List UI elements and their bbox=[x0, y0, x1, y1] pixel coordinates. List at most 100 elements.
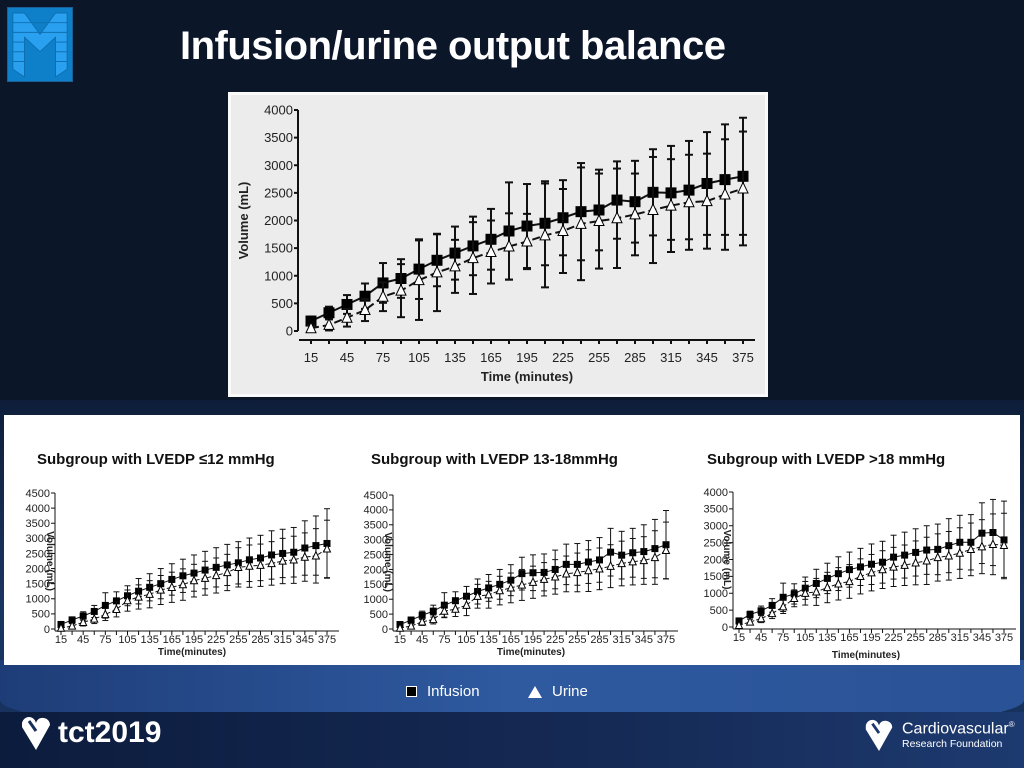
x-tick-label: 135 bbox=[444, 350, 466, 365]
x-tick-label: 315 bbox=[951, 632, 969, 644]
tct-logo: tct2019 bbox=[20, 715, 161, 751]
legend-infusion: Infusion bbox=[406, 683, 480, 700]
y-tick-label: 4000 bbox=[264, 103, 293, 118]
urine-point bbox=[428, 614, 438, 624]
legend-infusion-label: Infusion bbox=[427, 683, 480, 700]
y-tick-label: 2000 bbox=[264, 213, 293, 228]
urine-point bbox=[78, 616, 88, 627]
urine-point bbox=[767, 608, 777, 618]
x-axis-label: Time(minutes) bbox=[832, 650, 900, 661]
urine-point bbox=[639, 555, 649, 565]
urine-point bbox=[485, 244, 497, 257]
x-tick-label: 75 bbox=[376, 350, 390, 365]
x-tick-label: 135 bbox=[140, 634, 158, 646]
chart-3: 0 500 1000 1500 2000 2500 3000 3500 4000 15 45 75 10… bbox=[704, 487, 1016, 661]
y-tick-label: 2500 bbox=[264, 185, 293, 200]
urine-point bbox=[305, 321, 317, 334]
urine-point bbox=[811, 586, 821, 596]
x-tick-label: 195 bbox=[862, 632, 880, 644]
x-tick-label: 45 bbox=[755, 632, 767, 644]
y-tick-label: 1000 bbox=[26, 594, 50, 606]
urine-point bbox=[289, 554, 299, 564]
urine-point bbox=[234, 561, 243, 571]
y-tick-label: 3000 bbox=[264, 158, 293, 173]
y-tick-label: 1500 bbox=[704, 571, 728, 583]
urine-point bbox=[999, 539, 1009, 549]
infusion-point bbox=[305, 315, 317, 327]
x-tick-label: 225 bbox=[546, 634, 564, 646]
y-tick-label: 3500 bbox=[26, 518, 50, 530]
x-tick-label: 225 bbox=[552, 350, 574, 365]
urine-point bbox=[628, 556, 638, 566]
x-tick-label: 105 bbox=[457, 634, 475, 646]
urine-point bbox=[528, 576, 538, 586]
urine-point bbox=[539, 228, 551, 241]
urine-point bbox=[611, 211, 623, 224]
x-tick-label: 375 bbox=[318, 634, 336, 646]
infusion-point bbox=[79, 612, 87, 620]
urine-point bbox=[449, 259, 461, 272]
urine-point bbox=[845, 576, 854, 586]
y-tick-label: 3500 bbox=[364, 520, 388, 532]
urine-point bbox=[988, 538, 998, 548]
x-tick-label: 165 bbox=[502, 634, 520, 646]
x-tick-label: 45 bbox=[416, 634, 428, 646]
y-tick-label: 3500 bbox=[264, 130, 293, 145]
urine-point bbox=[167, 581, 177, 591]
urine-point bbox=[575, 216, 587, 229]
y-tick-label: 500 bbox=[710, 605, 728, 617]
institution-logo bbox=[7, 7, 73, 82]
urine-point bbox=[617, 558, 626, 568]
urine-point bbox=[323, 317, 335, 330]
urine-point bbox=[933, 552, 943, 562]
urine-point bbox=[539, 573, 549, 583]
urine-point bbox=[922, 555, 932, 565]
urine-point bbox=[395, 622, 405, 632]
y-tick-label: 0 bbox=[44, 624, 50, 636]
x-tick-label: 345 bbox=[696, 350, 718, 365]
urine-point bbox=[156, 584, 166, 594]
slide-title: Infusion/urine output balance bbox=[180, 24, 726, 68]
x-tick-label: 255 bbox=[906, 632, 924, 644]
x-tick-label: 255 bbox=[229, 634, 247, 646]
x-tick-label: 45 bbox=[340, 350, 354, 365]
urine-point bbox=[467, 250, 479, 264]
y-tick-label: 1000 bbox=[364, 594, 388, 606]
y-tick-label: 500 bbox=[32, 609, 50, 621]
x-tick-label: 285 bbox=[251, 634, 269, 646]
x-tick-label: 75 bbox=[777, 632, 789, 644]
y-tick-label: 1000 bbox=[704, 588, 728, 600]
x-tick-label: 345 bbox=[973, 632, 991, 644]
urine-point bbox=[462, 599, 471, 609]
x-tick-label: 195 bbox=[516, 350, 538, 365]
x-tick-label: 15 bbox=[733, 632, 745, 644]
urine-point bbox=[406, 620, 416, 630]
urine-point bbox=[245, 560, 254, 570]
x-tick-label: 15 bbox=[304, 350, 318, 365]
urine-point bbox=[56, 622, 66, 632]
infusion-point bbox=[90, 607, 98, 615]
urine-point bbox=[823, 582, 832, 592]
urine-point bbox=[521, 234, 533, 247]
y-tick-label: 1500 bbox=[364, 579, 388, 591]
urine-point bbox=[145, 588, 154, 598]
urine-point bbox=[977, 541, 987, 551]
x-tick-label: 255 bbox=[588, 350, 610, 365]
urine-point bbox=[359, 302, 371, 316]
subgroup-title-mid: Subgroup with LVEDP 13-18mmHg bbox=[371, 451, 618, 468]
y-tick-label: 2500 bbox=[364, 549, 388, 561]
urine-point bbox=[506, 582, 516, 592]
infusion-point bbox=[68, 616, 76, 624]
urine-point bbox=[878, 564, 887, 574]
x-tick-label: 315 bbox=[273, 634, 291, 646]
urine-point bbox=[584, 565, 593, 575]
urine-point bbox=[341, 310, 353, 323]
urine-point bbox=[134, 591, 143, 601]
infusion-point bbox=[451, 597, 459, 605]
urine-point bbox=[322, 543, 332, 553]
heart-logo-icon bbox=[865, 719, 893, 752]
urine-point bbox=[789, 592, 799, 602]
urine-point bbox=[661, 545, 671, 555]
x-tick-label: 345 bbox=[296, 634, 314, 646]
x-tick-label: 285 bbox=[590, 634, 608, 646]
